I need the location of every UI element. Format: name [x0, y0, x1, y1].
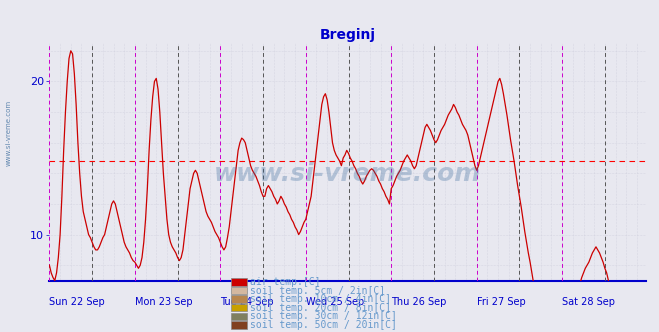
Text: soil temp. 30cm / 12in[C]: soil temp. 30cm / 12in[C] [250, 311, 397, 321]
Title: Breginj: Breginj [320, 28, 376, 42]
Text: Mon 23 Sep: Mon 23 Sep [135, 297, 192, 307]
Text: air temp.[C]: air temp.[C] [250, 277, 321, 287]
Text: soil temp. 20cm / 8in[C]: soil temp. 20cm / 8in[C] [250, 303, 391, 313]
Text: soil temp. 10cm / 4in[C]: soil temp. 10cm / 4in[C] [250, 294, 391, 304]
Text: Tue 24 Sep: Tue 24 Sep [220, 297, 274, 307]
Text: Thu 26 Sep: Thu 26 Sep [391, 297, 447, 307]
Text: www.si-vreme.com: www.si-vreme.com [214, 162, 481, 186]
Text: www.si-vreme.com: www.si-vreme.com [5, 100, 11, 166]
Text: Wed 25 Sep: Wed 25 Sep [306, 297, 364, 307]
Text: soil temp. 5cm / 2in[C]: soil temp. 5cm / 2in[C] [250, 286, 386, 295]
Text: Sun 22 Sep: Sun 22 Sep [49, 297, 105, 307]
Text: soil temp. 50cm / 20in[C]: soil temp. 50cm / 20in[C] [250, 320, 397, 330]
Text: Sat 28 Sep: Sat 28 Sep [562, 297, 615, 307]
Text: Fri 27 Sep: Fri 27 Sep [476, 297, 525, 307]
